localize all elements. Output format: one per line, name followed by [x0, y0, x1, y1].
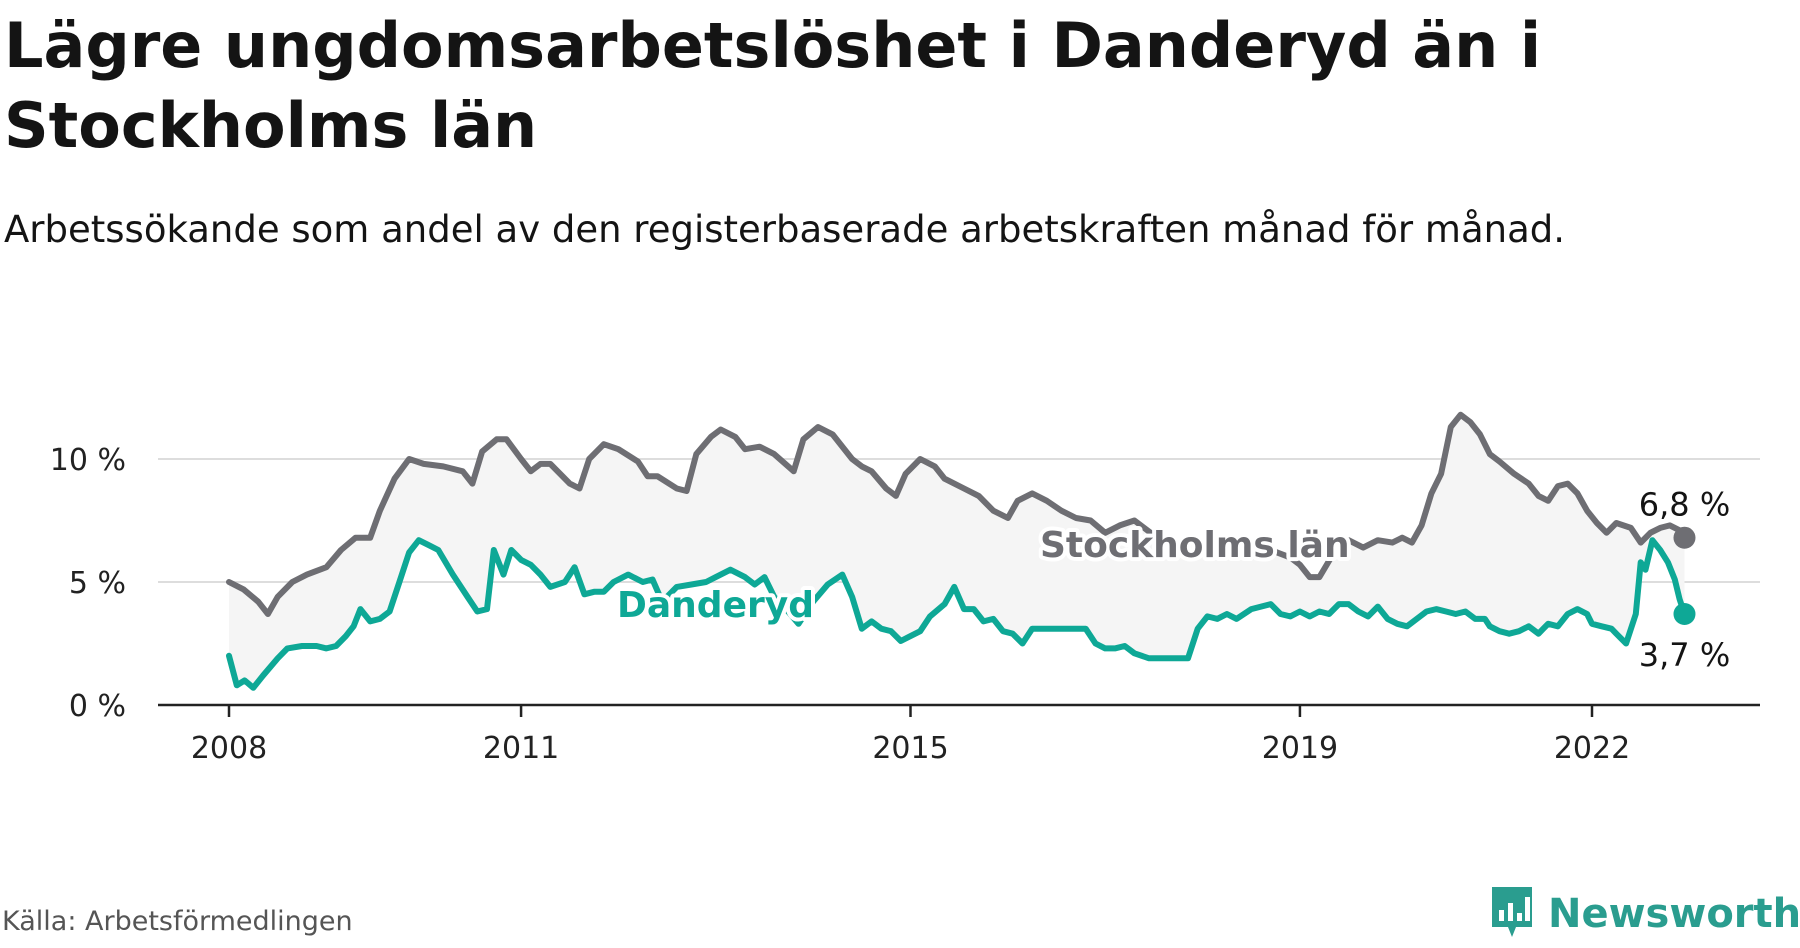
end-point-stockholms-lan — [1673, 526, 1696, 549]
x-tick-label: 2015 — [872, 731, 948, 766]
brand-logo[interactable]: Newsworthy — [1488, 884, 1800, 944]
series-label-stockholms-lan: Stockholms län — [1040, 525, 1350, 566]
end-value-label-danderyd: 3,7 % — [1639, 636, 1730, 674]
x-tick-label: 2011 — [483, 731, 559, 766]
x-tick-label: 2008 — [191, 731, 267, 766]
brand-name: Newsworthy — [1548, 891, 1800, 937]
x-tick-label: 2022 — [1554, 731, 1630, 766]
y-tick-label: 0 % — [69, 689, 126, 724]
axis-layer: 0 % 5 % 10 % 2008 2011 2015 2019 2022 — [50, 443, 1760, 766]
chart-title: Lägre ungdomsarbetslöshet i Danderyd än … — [4, 9, 1542, 162]
source-note: Källa: Arbetsförmedlingen — [2, 906, 353, 937]
newsworthy-logo-icon — [1488, 883, 1536, 945]
y-tick-label: 10 % — [50, 443, 126, 478]
end-point-danderyd — [1673, 602, 1696, 625]
difference-band — [229, 414, 1685, 688]
series-line-danderyd — [226, 537, 1688, 691]
chart-subtitle: Arbetssökande som andel av den registerb… — [4, 208, 1565, 251]
series-label-danderyd: Danderyd — [617, 585, 814, 626]
y-tick-label: 5 % — [69, 566, 126, 601]
end-value-label-stockholms-lan: 6,8 % — [1639, 486, 1730, 524]
label-layer: Stockholms län Danderyd 6,8 % 3,7 % — [613, 486, 1730, 674]
series-line-stockholms-lan — [226, 411, 1688, 617]
x-tick-label: 2019 — [1262, 731, 1338, 766]
series-layer — [226, 411, 1696, 691]
